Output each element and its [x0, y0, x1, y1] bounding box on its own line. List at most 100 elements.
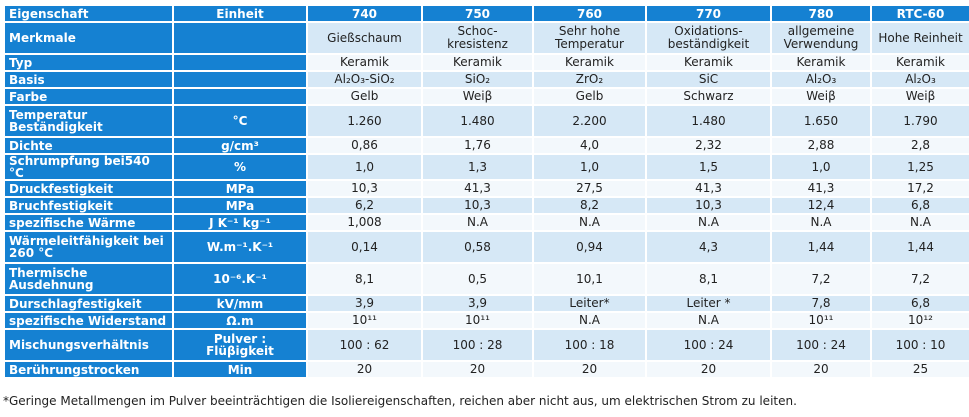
table-cell: 8,2 — [534, 198, 645, 213]
table-cell: 7,2 — [772, 264, 870, 294]
table-cell: 4,3 — [647, 232, 770, 262]
table-cell: 1.790 — [872, 106, 969, 136]
row-label: Druckfestigkeit — [5, 181, 172, 196]
table-cell: Keramik — [423, 55, 532, 70]
table-cell: Leiter* — [534, 296, 645, 311]
row-unit — [174, 23, 306, 53]
row-label: Merkmale — [5, 23, 172, 53]
row-unit — [174, 55, 306, 70]
table-header-row: Eigenschaft Einheit 740 750 760 770 780 RTC-60 — [5, 6, 969, 21]
table-cell: SiO₂ — [423, 72, 532, 87]
table-row: spezifische Widerstand Ω.m 10¹¹ 10¹¹ N.A N.A 1… — [5, 313, 969, 328]
table-cell: Keramik — [772, 55, 870, 70]
table-cell: Schwarz — [647, 89, 770, 104]
table-cell: allgemeine Verwendung — [772, 23, 870, 53]
row-unit: 10⁻⁶.K⁻¹ — [174, 264, 306, 294]
column-header-rtc-60: RTC-60 — [872, 6, 969, 21]
column-header-780: 780 — [772, 6, 870, 21]
row-label: Farbe — [5, 89, 172, 104]
table-cell: 10¹² — [872, 313, 969, 328]
table-cell: 100 : 28 — [423, 330, 532, 360]
row-label: Typ — [5, 55, 172, 70]
table-cell: N.A — [423, 215, 532, 230]
column-header-750: 750 — [423, 6, 532, 21]
row-unit: % — [174, 155, 306, 179]
table-row: Wärmeleitfähigkeit bei 260 °C W.m⁻¹.K⁻¹ 0,1… — [5, 232, 969, 262]
table-cell: 2,8 — [872, 138, 969, 153]
table-cell: 6,8 — [872, 296, 969, 311]
table-cell: 1,44 — [772, 232, 870, 262]
table-cell: 1.480 — [423, 106, 532, 136]
table-cell: 41,3 — [423, 181, 532, 196]
table-row: spezifische Wärme J K⁻¹ kg⁻¹ 1,008 N.A N.A N.… — [5, 215, 969, 230]
table-row: Durschlagfestigkeit kV/mm 3,9 3,9 Leiter* Lei… — [5, 296, 969, 311]
table-cell: Leiter * — [647, 296, 770, 311]
table-cell: 12,4 — [772, 198, 870, 213]
table-cell: Gelb — [308, 89, 421, 104]
table-cell: 27,5 — [534, 181, 645, 196]
table-row: Dichte g/cm³ 0,86 1,76 4,0 2,32 2,88 2,8 — [5, 138, 969, 153]
table-cell: N.A — [872, 215, 969, 230]
table-row: Typ Keramik Keramik Keramik Keramik Keramik Ke… — [5, 55, 969, 70]
row-label: Thermische Ausdehnung — [5, 264, 172, 294]
table-row: Thermische Ausdehnung 10⁻⁶.K⁻¹ 8,1 0,5 10,1 8,… — [5, 264, 969, 294]
table-cell: Weiβ — [772, 89, 870, 104]
table-cell: Hohe Reinheit — [872, 23, 969, 53]
table-cell: Al₂O₃ — [772, 72, 870, 87]
table-cell: 100 : 24 — [772, 330, 870, 360]
table-cell: 8,1 — [647, 264, 770, 294]
column-header-eigenschaft: Eigenschaft — [5, 6, 172, 21]
table-row: Basis Al₂O₃-SiO₂ SiO₂ ZrO₂ SiC Al₂O₃ Al₂O₃ — [5, 72, 969, 87]
table-cell: 10¹¹ — [423, 313, 532, 328]
table-row: Druckfestigkeit MPa 10,3 41,3 27,5 41,3 41,3 17… — [5, 181, 969, 196]
table-cell: 1,5 — [647, 155, 770, 179]
table-cell: 0,5 — [423, 264, 532, 294]
table-cell: N.A — [647, 313, 770, 328]
table-row: Merkmale Gießschaum Schoc-kresistenz Sehr h… — [5, 23, 969, 53]
table-cell: 3,9 — [308, 296, 421, 311]
table-cell: 1.480 — [647, 106, 770, 136]
table-cell: 1.260 — [308, 106, 421, 136]
table-cell: 1,25 — [872, 155, 969, 179]
row-unit: Pulver : Flüβigkeit — [174, 330, 306, 360]
table-cell: 20 — [647, 362, 770, 377]
row-label: Bruchfestigkeit — [5, 198, 172, 213]
table-cell: 1,0 — [772, 155, 870, 179]
table-cell: 2,88 — [772, 138, 870, 153]
table-cell: 1.650 — [772, 106, 870, 136]
table-cell: Keramik — [647, 55, 770, 70]
table-cell: 8,1 — [308, 264, 421, 294]
row-unit: kV/mm — [174, 296, 306, 311]
table-cell: 0,86 — [308, 138, 421, 153]
table-cell: Weiβ — [423, 89, 532, 104]
table-cell: 1,44 — [872, 232, 969, 262]
row-unit: MPa — [174, 198, 306, 213]
table-cell: 2,32 — [647, 138, 770, 153]
row-label: spezifische Widerstand — [5, 313, 172, 328]
table-cell: 1,0 — [534, 155, 645, 179]
table-row: Mischungsverhältnis Pulver : Flüβigkeit 100… — [5, 330, 969, 360]
footnote: *Geringe Metallmengen im Pulver beeinträ… — [3, 394, 797, 408]
table-cell: Keramik — [308, 55, 421, 70]
table-cell: 17,2 — [872, 181, 969, 196]
row-unit — [174, 89, 306, 104]
table-cell: SiC — [647, 72, 770, 87]
table-row: Schrumpfung bei540 °C% 1,0 1,3 1,0 1,5 1,0 1,2… — [5, 155, 969, 179]
row-unit: °C — [174, 106, 306, 136]
row-label: Dichte — [5, 138, 172, 153]
table-cell: 10,1 — [534, 264, 645, 294]
column-header-einheit: Einheit — [174, 6, 306, 21]
table-cell: Gelb — [534, 89, 645, 104]
table-cell: 10¹¹ — [772, 313, 870, 328]
table-cell: Keramik — [872, 55, 969, 70]
table-cell: 20 — [308, 362, 421, 377]
table-cell: 0,58 — [423, 232, 532, 262]
table-cell: 3,9 — [423, 296, 532, 311]
row-label: Schrumpfung bei540 °C — [5, 155, 172, 179]
row-unit: MPa — [174, 181, 306, 196]
table-cell: 20 — [423, 362, 532, 377]
table-cell: Gießschaum — [308, 23, 421, 53]
table-cell: N.A — [534, 313, 645, 328]
table-cell: 100 : 10 — [872, 330, 969, 360]
table-cell: Weiβ — [872, 89, 969, 104]
